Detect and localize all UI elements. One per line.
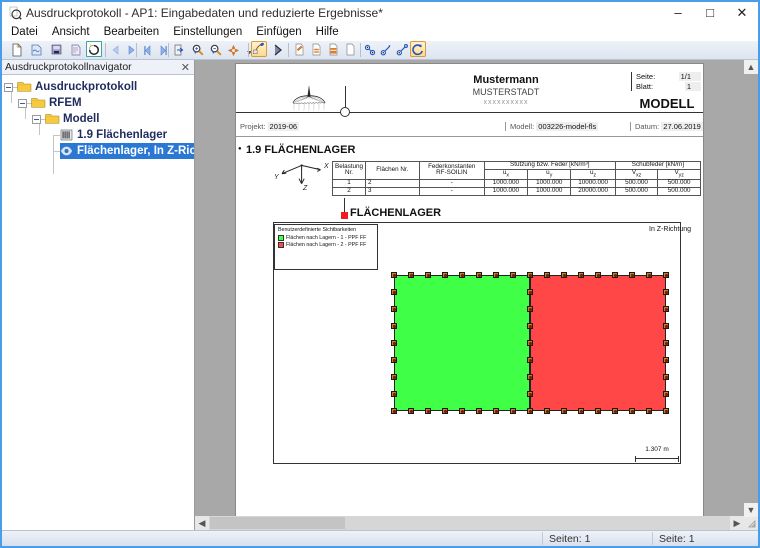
svg-text:Y: Y — [274, 174, 280, 181]
svg-text:X: X — [323, 163, 329, 170]
svg-text:Z: Z — [302, 185, 308, 192]
